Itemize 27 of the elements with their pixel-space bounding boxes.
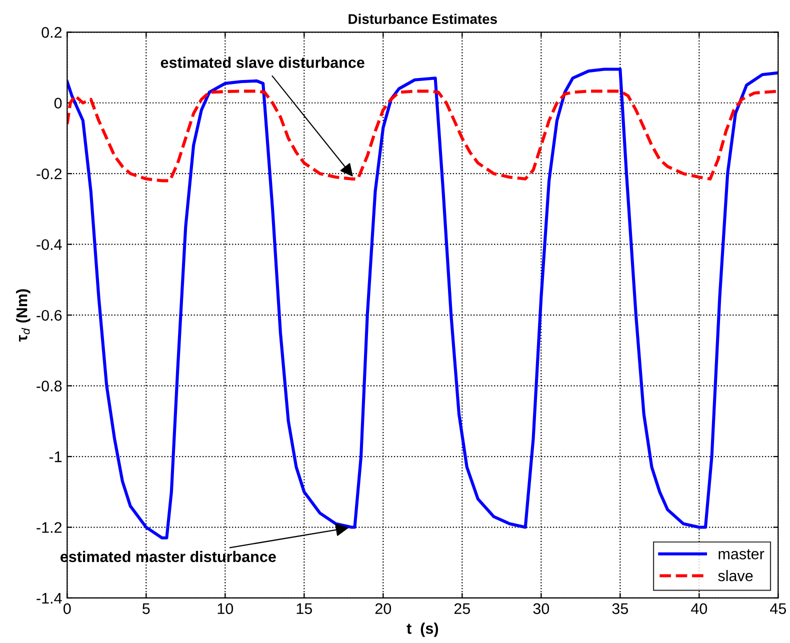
annotation: estimated slave disturbance [160, 56, 364, 68]
y-tick-label: -0.2 [36, 168, 62, 180]
x-tick-label: 30 [533, 603, 550, 614]
y-tick-label: 0 [54, 98, 62, 109]
x-tick-label: 0 [64, 603, 71, 614]
x-tick-label: 5 [142, 603, 150, 614]
x-tick-label: 40 [691, 603, 708, 614]
x-tick-label: 15 [296, 603, 312, 614]
y-tick-label: -1 [49, 452, 62, 462]
line-series [67, 68, 778, 540]
line-series [67, 90, 778, 182]
x-tick-label: 35 [612, 603, 628, 614]
y-tick-label: -1.4 [36, 593, 62, 604]
x-tick-label: 20 [375, 603, 392, 614]
x-tick-label: 10 [218, 603, 234, 614]
y-tick-label: -1.2 [36, 522, 62, 533]
legend-label: slave [718, 570, 753, 582]
legend-label: master [718, 549, 764, 560]
x-axis-title: t (s) [406, 622, 438, 637]
y-tick-label: 0.2 [42, 27, 62, 38]
chart-title: Disturbance Estimates [348, 14, 497, 24]
y-axis-title: τ$_{d}$ (Nm) [16, 289, 30, 342]
y-tick-label: -0.6 [36, 310, 62, 321]
x-tick-label: 25 [454, 603, 470, 614]
x-tick-label: 45 [770, 603, 786, 614]
y-tick-label: -0.4 [36, 239, 62, 250]
y-tick-label: -0.8 [36, 380, 62, 392]
